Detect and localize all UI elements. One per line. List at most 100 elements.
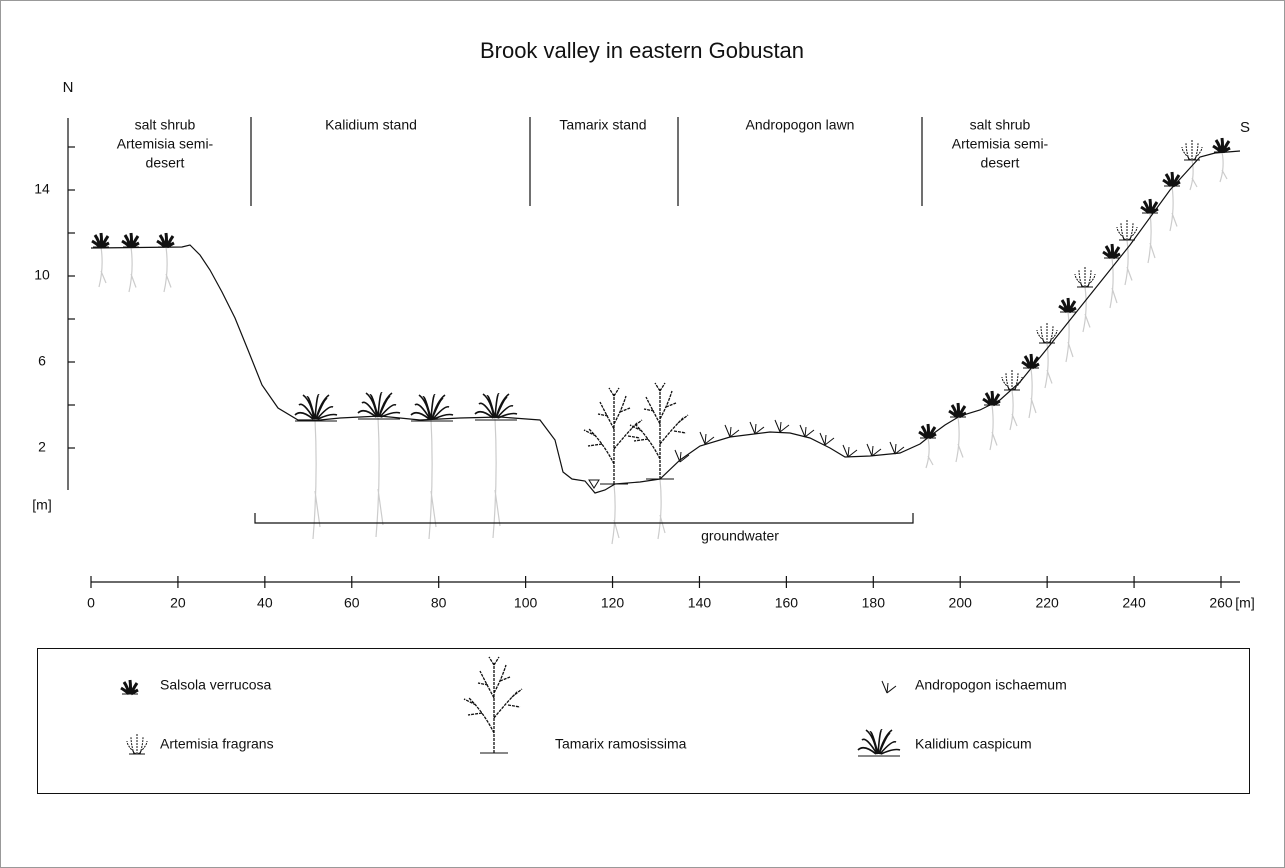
- x-tick-label: 80: [431, 595, 447, 611]
- root: [312, 418, 321, 540]
- root: [492, 417, 501, 539]
- root: [925, 437, 934, 469]
- plant: [774, 419, 790, 433]
- legend-icon: [126, 733, 148, 755]
- x-unit: [m]: [1235, 595, 1254, 611]
- plant: [629, 382, 689, 480]
- plant: [749, 421, 765, 435]
- plant: [819, 432, 835, 446]
- root: [1009, 389, 1018, 431]
- zone-label: desert: [146, 155, 185, 171]
- plant: [120, 231, 141, 249]
- root: [989, 404, 998, 451]
- x-tick-label: 240: [1122, 595, 1146, 611]
- plant: [799, 424, 815, 438]
- y-unit: [m]: [32, 497, 51, 513]
- legend-label: Salsola verrucosa: [160, 677, 271, 693]
- root: [1189, 159, 1198, 191]
- groundwater-bracket: [254, 513, 914, 524]
- root: [128, 246, 137, 293]
- plant: [294, 394, 338, 422]
- x-tick-label: 40: [257, 595, 273, 611]
- title: Brook valley in eastern Gobustan: [480, 38, 804, 63]
- legend-icon: [463, 656, 523, 754]
- x-tick-label: 120: [601, 595, 625, 611]
- legend-label: Andropogon ischaemum: [915, 677, 1067, 693]
- zone-label: Kalidium stand: [325, 117, 417, 133]
- plant: [1211, 136, 1232, 154]
- legend-box: [37, 648, 1250, 794]
- zone-label: Artemisia semi-: [117, 136, 214, 152]
- plant: [583, 387, 643, 485]
- root: [1147, 212, 1156, 264]
- root: [1082, 286, 1091, 333]
- y-tick-label: 6: [38, 353, 46, 369]
- root: [1124, 239, 1133, 286]
- plant: [90, 231, 111, 249]
- zone-label: salt shrub: [970, 117, 1031, 133]
- legend-label: Kalidium caspicum: [915, 736, 1032, 752]
- south: S: [1240, 119, 1250, 136]
- root: [657, 478, 666, 540]
- root: [1065, 311, 1074, 363]
- legend-icon: [881, 680, 897, 694]
- plant: [674, 449, 690, 463]
- x-tick-label: 0: [87, 595, 95, 611]
- plant: [1116, 219, 1138, 241]
- root: [1109, 257, 1118, 309]
- plant: [357, 392, 401, 420]
- plant: [917, 422, 938, 440]
- root: [611, 483, 620, 545]
- zone-label: Andropogon lawn: [746, 117, 855, 133]
- root: [1028, 367, 1037, 419]
- plant: [1020, 352, 1041, 370]
- y-minor-ticks: [68, 146, 75, 406]
- roots: [98, 151, 1228, 545]
- root: [375, 416, 384, 538]
- plants: [90, 136, 1232, 485]
- y-tick-label: 10: [34, 267, 50, 283]
- root: [955, 416, 964, 463]
- groundwater-label: groundwater: [701, 528, 779, 544]
- legend-icon: [857, 729, 901, 757]
- root: [98, 246, 107, 288]
- plant: [1181, 139, 1203, 161]
- plant: [866, 443, 882, 457]
- plant: [724, 424, 740, 438]
- x-tick-label: 200: [949, 595, 973, 611]
- plant: [474, 393, 518, 421]
- x-tick-label: 260: [1209, 595, 1233, 611]
- x-tick-label: 220: [1035, 595, 1059, 611]
- zone-label: desert: [981, 155, 1020, 171]
- north: N: [63, 79, 74, 96]
- plant: [1101, 242, 1122, 260]
- plant: [947, 401, 968, 419]
- zone-dividers: [250, 117, 923, 206]
- plant: [842, 444, 858, 458]
- water-level: [588, 479, 600, 489]
- x-tick-label: 140: [688, 595, 712, 611]
- plant: [1161, 170, 1182, 188]
- terrain-profile: [90, 150, 1241, 494]
- x-tick-label: 160: [775, 595, 799, 611]
- zone-label: salt shrub: [135, 117, 196, 133]
- zone-label: Artemisia semi-: [952, 136, 1049, 152]
- root: [1169, 185, 1178, 232]
- legend-label: Artemisia fragrans: [160, 736, 274, 752]
- y-tick-label: 14: [34, 181, 50, 197]
- root: [163, 246, 172, 293]
- x-tick-label: 20: [170, 595, 186, 611]
- x-tick-label: 60: [344, 595, 360, 611]
- x-tick-label: 180: [862, 595, 886, 611]
- legend-label: Tamarix ramosissima: [555, 736, 687, 752]
- x-tick-label: 100: [514, 595, 538, 611]
- plant: [1139, 197, 1160, 215]
- y-tick-label: 2: [38, 439, 46, 455]
- zone-label: Tamarix stand: [559, 117, 646, 133]
- plant: [1001, 369, 1023, 391]
- root: [428, 418, 437, 540]
- root: [1044, 342, 1053, 389]
- plant: [410, 394, 454, 422]
- plant: [155, 231, 176, 249]
